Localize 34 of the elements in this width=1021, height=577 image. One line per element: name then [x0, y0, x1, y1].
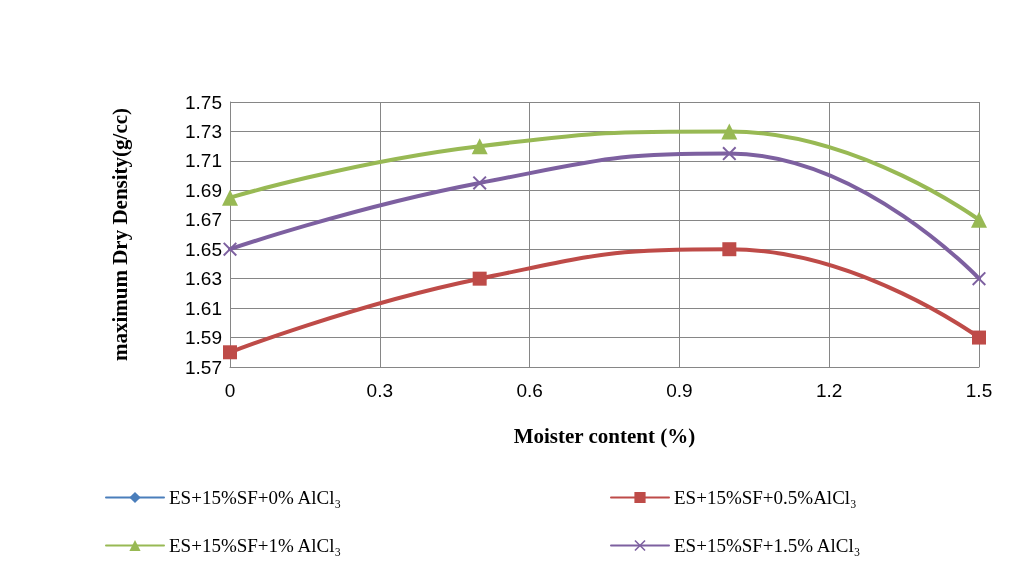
y-tick-label: 1.69 — [185, 179, 222, 201]
legend-label: ES+15%SF+1.5% AlCl₃ — [674, 535, 861, 556]
legend-label: ES+15%SF+0.5%AlCl₃ — [674, 487, 857, 508]
point — [223, 345, 237, 360]
y-tick-label: 1.71 — [185, 150, 222, 172]
y-tick-label: 1.75 — [185, 91, 222, 113]
legend-label: ES+15%SF+0% AlCl₃ — [169, 487, 342, 508]
x-tick-label: 1.5 — [965, 380, 993, 401]
point — [472, 175, 487, 190]
point — [722, 242, 737, 257]
point — [472, 271, 487, 286]
y-tick-label: 1.67 — [185, 209, 222, 231]
y-tick-label: 1.57 — [185, 356, 222, 378]
point — [972, 330, 986, 345]
y-tick-label: 1.59 — [185, 327, 222, 349]
y-tick-label: 1.73 — [185, 120, 222, 142]
x-tick-label: 0.9 — [666, 380, 693, 401]
y-tick-label: 1.65 — [185, 238, 222, 260]
point — [972, 271, 986, 286]
point — [971, 211, 987, 228]
y-axis-title: maximum Dry Density(g/cc) — [107, 107, 132, 362]
point — [471, 138, 488, 155]
x-tick-label: 0.6 — [516, 380, 543, 401]
legend-label: ES+15%SF+1% AlCl₃ — [169, 535, 342, 556]
x-axis-title: Moister content (%) — [513, 423, 696, 448]
y-tick-label: 1.61 — [185, 297, 222, 319]
point — [223, 242, 237, 257]
point — [722, 146, 737, 161]
x-tick-label: 0 — [224, 380, 236, 401]
x-tick-label: 0.3 — [366, 380, 394, 401]
point — [222, 189, 238, 206]
x-tick-label: 1.2 — [815, 380, 843, 401]
y-tick-label: 1.63 — [185, 268, 222, 290]
point — [721, 123, 738, 140]
